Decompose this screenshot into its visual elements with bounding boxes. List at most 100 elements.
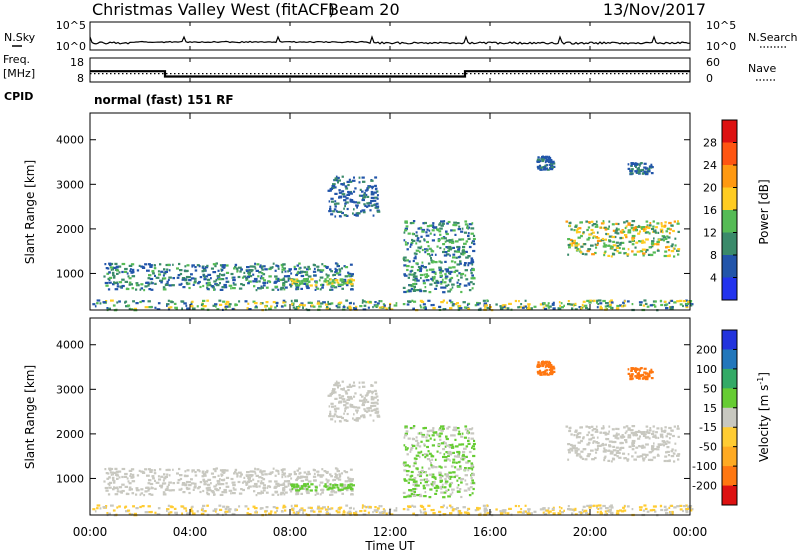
velocity-cell (629, 377, 632, 380)
power-colorbar-tick-label: 20 (703, 182, 717, 195)
power-cell (470, 260, 474, 263)
velocity-cell (329, 413, 332, 416)
velocity-cell (576, 432, 580, 435)
power-cell (444, 251, 448, 254)
velocity-cell (192, 488, 195, 491)
velocity-cell (651, 508, 656, 512)
velocity-cell (527, 510, 530, 513)
power-cell (413, 257, 417, 260)
velocity-cell (306, 476, 309, 479)
velocity-cell (479, 512, 482, 515)
velocity-cell (463, 447, 467, 450)
power-cell (108, 271, 111, 274)
velocity-cell (467, 507, 471, 510)
velocity-cell (360, 399, 364, 402)
velocity-cell (362, 399, 365, 402)
velocity-cell (444, 456, 448, 459)
power-cell (366, 202, 370, 205)
velocity-cell (376, 415, 381, 418)
power-cell (125, 287, 130, 291)
velocity-cell (179, 474, 183, 477)
velocity-cell (652, 425, 655, 428)
velocity-cell (422, 484, 426, 487)
power-cell (677, 220, 679, 223)
power-cell (629, 224, 634, 227)
velocity-cell (326, 511, 329, 514)
power-cell (458, 272, 461, 275)
velocity-cell (354, 392, 357, 395)
velocity-cell (334, 420, 337, 423)
power-cell (642, 254, 645, 257)
power-cell (468, 245, 472, 249)
velocity-cell (453, 426, 457, 429)
power-cell (669, 307, 673, 311)
velocity-cell (648, 370, 653, 373)
power-cell (660, 238, 664, 241)
power-cell (634, 163, 638, 166)
power-cell (465, 240, 469, 243)
velocity-cell (307, 480, 312, 483)
velocity-cell (306, 478, 309, 481)
power-cell (361, 299, 364, 302)
velocity-cell (227, 485, 230, 488)
velocity-cell (351, 484, 355, 487)
power-cell (499, 305, 502, 308)
velocity-cell (247, 507, 250, 510)
velocity-cell (448, 444, 452, 447)
velocity-cell (671, 510, 674, 514)
power-cell (545, 304, 549, 307)
velocity-cell (334, 397, 338, 400)
power-cell (586, 228, 589, 232)
velocity-cell (411, 437, 414, 440)
power-cell (215, 305, 217, 308)
power-cell (210, 267, 214, 270)
power-cell (612, 229, 617, 232)
velocity-cell (461, 432, 464, 435)
power-cell (414, 277, 418, 280)
velocity-cell (371, 409, 373, 412)
power-cell (416, 239, 420, 242)
velocity-cell (596, 436, 599, 439)
power-cell (177, 274, 181, 277)
power-cell (591, 224, 594, 227)
power-cell (334, 192, 338, 195)
velocity-cell (121, 489, 125, 493)
velocity-cell (194, 474, 198, 477)
power-cell (112, 274, 115, 277)
power-cell (444, 275, 449, 278)
power-cell (135, 283, 138, 286)
power-cell (275, 277, 279, 280)
velocity-colorbar-tick-label: 100 (696, 363, 717, 376)
power-cell (334, 279, 339, 282)
power-cell (443, 237, 447, 240)
velocity-cell (109, 471, 112, 474)
velocity-cell (375, 407, 379, 410)
power-cell (538, 159, 542, 163)
velocity-cell (107, 472, 110, 475)
velocity-colorbar-swatch (722, 349, 737, 370)
power-cell (123, 270, 128, 273)
power-cell (527, 307, 531, 310)
power-cell (334, 262, 338, 265)
velocity-cell (638, 369, 641, 372)
velocity-cell (558, 506, 561, 509)
power-cell (307, 275, 312, 278)
power-cell (407, 276, 410, 279)
power-cell (393, 304, 398, 307)
velocity-cell (533, 510, 537, 513)
power-cell (435, 281, 438, 284)
velocity-cell (206, 504, 209, 507)
power-cell (451, 304, 455, 307)
power-cell (395, 302, 398, 305)
velocity-cell (471, 492, 474, 495)
power-cell (644, 173, 649, 176)
velocity-cell (615, 432, 618, 435)
velocity-cell (276, 484, 281, 487)
power-cell (371, 187, 374, 190)
velocity-cell (524, 504, 527, 507)
power-cell (362, 194, 365, 197)
power-cell (586, 238, 590, 241)
power-cell (411, 299, 414, 302)
velocity-cell (520, 511, 523, 514)
power-cell (404, 220, 408, 223)
